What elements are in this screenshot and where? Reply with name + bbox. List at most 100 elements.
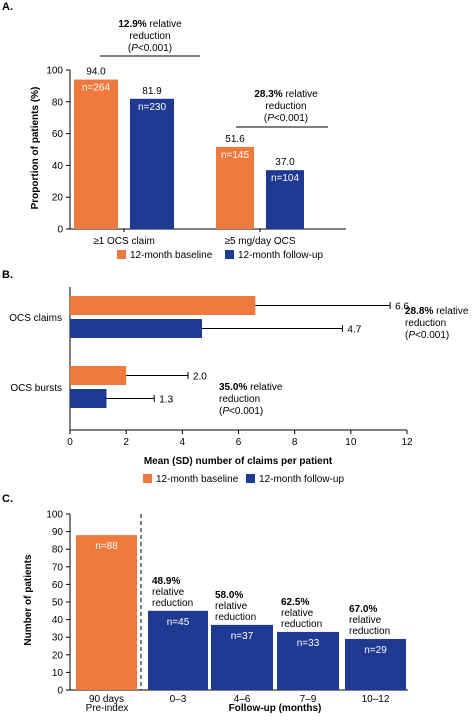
panel-a-value-label: 94.0	[86, 67, 106, 78]
panel-b-value-label: 2.0	[193, 372, 207, 383]
panel-b-value-label: 6.6	[395, 302, 409, 313]
ann-b1-pct: 28.8%	[405, 306, 433, 317]
panel-b-annotation-2: 35.0% relative reduction (P<0.001)	[219, 382, 283, 417]
svg-text:(P<0.001): (P<0.001)	[219, 406, 263, 417]
panel-c-reduction-line3: reduction	[152, 598, 193, 609]
svg-text:28.8% relative: 28.8% relative	[405, 306, 469, 317]
ann-a1-line2: reduction	[129, 31, 170, 42]
panel-a-n-label: n=145	[221, 150, 250, 161]
panel-c: C. Number of patients 0 10 20 30 40 50 60 70 80 9…	[2, 493, 408, 714]
ann-b1-line2: reduction	[405, 318, 446, 329]
panel-b-xtick-label: 12	[401, 437, 413, 448]
panel-c-reduction-line2: relative	[215, 601, 248, 612]
panel-a-bar	[74, 79, 118, 229]
ann-b1-post: <0.001)	[415, 330, 449, 341]
ann-a1-pre: (	[128, 43, 132, 54]
panel-b-plot: 0 2 4 6 8 10 12 OCS claims 6.6 4.7 OCS bursts 2.0 1.…	[9, 287, 413, 448]
panel-c-ytick-label: 30	[52, 633, 64, 644]
panel-c-preindex-label: Pre-index	[86, 703, 129, 714]
panel-b-xtick-label: 10	[345, 437, 357, 448]
panel-c-ytick-label: 70	[52, 562, 64, 573]
panel-b-category-label: OCS bursts	[10, 383, 62, 394]
ann-a2-post: <0.001)	[274, 113, 308, 124]
panel-b-bar	[70, 366, 127, 385]
panel-c-n-label: n=29	[364, 645, 387, 656]
panel-c-bar	[345, 638, 406, 690]
legend-a-followup-swatch	[225, 250, 234, 259]
ann-b1-p: P	[408, 330, 415, 341]
panel-c-ytick-label: 0	[57, 686, 63, 697]
panel-c-category-label: 0–3	[170, 694, 187, 705]
panel-c-reduction-line2: relative	[281, 608, 314, 619]
panel-a: A. Proportion of patients (%) 0 20 40 60 80 1…	[2, 1, 346, 261]
panel-b-bar	[70, 389, 107, 408]
legend-a-followup-label: 12-month follow-up	[238, 250, 323, 261]
svg-text:12.9% relative: 12.9% relative	[118, 19, 182, 30]
ann-b1-pre: (	[405, 330, 409, 341]
panel-b-legend: 12-month baseline 12-month follow-up	[143, 474, 344, 485]
svg-text:(P<0.001): (P<0.001)	[405, 330, 449, 341]
panel-c-bar	[148, 610, 208, 690]
ann-b2-line2: reduction	[219, 394, 260, 405]
panel-c-reduction-line3: reduction	[281, 619, 322, 630]
ann-a2-line2: reduction	[265, 101, 306, 112]
legend-b-followup-label: 12-month follow-up	[259, 474, 344, 485]
panel-c-category-label: 10–12	[362, 694, 390, 705]
panel-c-reduction-pct: 58.0%	[215, 590, 243, 601]
panel-b-xtick-label: 8	[292, 437, 298, 448]
panel-c-reduction-line2: relative	[349, 615, 382, 626]
ann-b2-pct: 35.0%	[219, 382, 247, 393]
panel-c-ytick-label: 80	[52, 545, 64, 556]
panel-a-value-label: 51.6	[225, 134, 245, 145]
panel-c-bar	[211, 624, 273, 690]
svg-text:(P<0.001): (P<0.001)	[264, 113, 308, 124]
panel-b-label: B.	[2, 269, 13, 281]
panel-c-ylabel: Number of patients	[23, 554, 34, 646]
svg-text:(P<0.001): (P<0.001)	[128, 43, 172, 54]
panel-a-ytick-label: 100	[46, 66, 63, 77]
panel-b-category-label: OCS claims	[9, 313, 62, 324]
panel-c-category-label: 7–9	[300, 694, 317, 705]
legend-a-baseline-swatch	[117, 250, 126, 259]
legend-b-followup-swatch	[246, 474, 255, 483]
panel-c-y-axis-title: Number of patients	[23, 554, 34, 646]
panel-b-value-label: 4.7	[347, 325, 361, 336]
panel-c-ytick-label: 10	[52, 668, 64, 679]
panel-b-value-label: 1.3	[159, 395, 173, 406]
panel-b-annotation-1: 28.8% relative reduction (P<0.001)	[405, 306, 469, 341]
panel-c-category-label: 4–6	[234, 694, 251, 705]
ann-b1-rest: relative	[433, 306, 468, 317]
panel-b-xtick-label: 2	[123, 437, 129, 448]
panel-c-ytick-label: 20	[52, 650, 64, 661]
ann-a2-rest: relative	[283, 89, 318, 100]
panel-a-value-label: 37.0	[275, 157, 295, 168]
panel-c-n-label: n=45	[167, 617, 190, 628]
panel-c-xlabel: Follow-up (months)	[229, 703, 322, 714]
panel-a-label: A.	[2, 1, 13, 13]
panel-a-bar	[216, 146, 254, 229]
panel-c-reduction-line2: relative	[152, 587, 185, 598]
panel-c-ytick-label: 60	[52, 580, 64, 591]
panel-b-xtick-label: 0	[67, 437, 73, 448]
panel-c-plot: 0 10 20 30 40 50 60 70 80 90 100 n=88 90 days n=45 0–3…	[46, 510, 408, 705]
panel-c-reduction-pct: 62.5%	[281, 597, 309, 608]
panel-c-reduction-line3: reduction	[215, 612, 256, 623]
panel-a-y-axis-title: Proportion of patients (%)	[30, 87, 41, 210]
panel-a-category-label: ≥1 OCS claim	[93, 236, 155, 247]
panel-a-n-label: n=264	[82, 83, 111, 94]
panel-a-bar	[266, 170, 304, 229]
ann-a1-p: P	[131, 43, 138, 54]
panel-b-xtick-label: 6	[236, 437, 242, 448]
panel-c-n-label: n=88	[95, 541, 118, 552]
panel-b: B. 0 2 4 6 8 10 12 OCS claims 6.6 4.7 OCS bursts 2.…	[2, 269, 469, 485]
panel-c-n-label: n=33	[297, 638, 320, 649]
ann-a2-pct: 28.3%	[254, 89, 282, 100]
legend-a-baseline-label: 12-month baseline	[130, 250, 213, 261]
panel-c-reduction-pct: 67.0%	[349, 604, 377, 615]
svg-text:28.3% relative: 28.3% relative	[254, 89, 318, 100]
ann-a1-post: <0.001)	[138, 43, 172, 54]
legend-b-baseline-label: 12-month baseline	[156, 474, 239, 485]
panel-c-ytick-label: 50	[52, 598, 64, 609]
legend-b-baseline-swatch	[143, 474, 152, 483]
